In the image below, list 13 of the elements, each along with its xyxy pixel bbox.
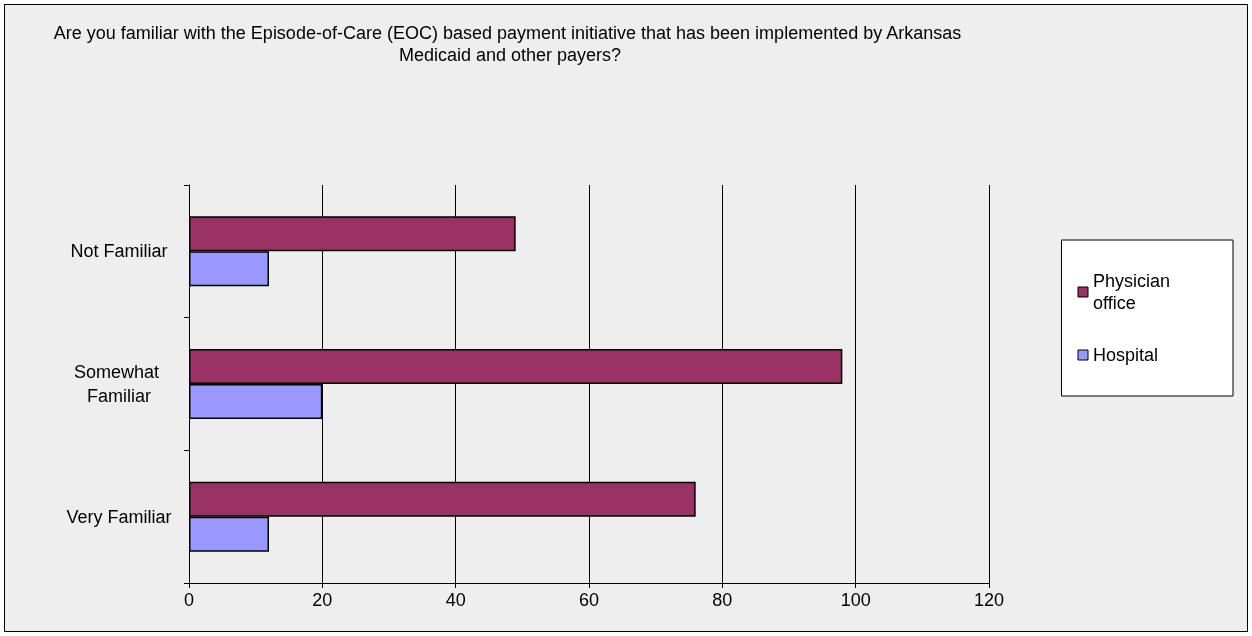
y-tick-label: Very Familiar bbox=[66, 506, 172, 527]
x-tick-label: 40 bbox=[445, 590, 466, 610]
x-tick-label: 80 bbox=[712, 590, 733, 610]
x-tick-label: 0 bbox=[183, 590, 195, 610]
y-tick-label: Somewhat Familiar bbox=[73, 362, 165, 406]
chart-title: Are you familiar with the Episode-of-Care (EOC) based payment initiative that has been implemented by Arkansas Medicaid and other payers? bbox=[53, 23, 967, 65]
y-tick-label: Not Familiar bbox=[70, 241, 168, 262]
legend-label: Physician office bbox=[1093, 271, 1176, 313]
x-tick-label: 60 bbox=[578, 590, 600, 610]
legend-label: Hospital bbox=[1093, 345, 1159, 365]
x-tick-label: 20 bbox=[312, 590, 333, 610]
x-tick-label: 100 bbox=[840, 590, 871, 610]
x-tick-label: 120 bbox=[973, 590, 1005, 610]
